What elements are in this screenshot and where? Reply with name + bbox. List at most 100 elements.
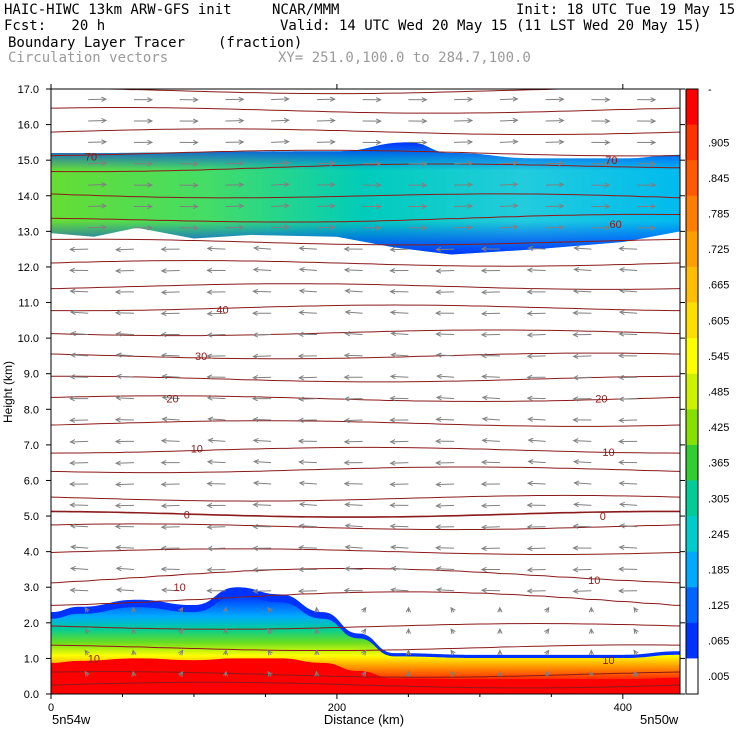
vector-head xyxy=(435,416,442,423)
vector-arrow xyxy=(88,96,108,102)
vector-head xyxy=(618,331,625,337)
vector-head xyxy=(650,182,657,188)
vector-arrow xyxy=(389,288,409,295)
vector-head xyxy=(101,139,108,145)
vector-arrow xyxy=(572,588,592,594)
vector-arrow xyxy=(271,181,290,188)
vector-shaft xyxy=(345,546,363,549)
vector-shaft xyxy=(116,397,134,400)
vector-arrow xyxy=(480,289,500,295)
vector-arrow xyxy=(389,460,409,466)
vector-arrow xyxy=(297,375,317,381)
vector-arrow xyxy=(408,97,428,103)
vector-head xyxy=(343,439,350,445)
vector-head xyxy=(114,523,121,530)
vector-head xyxy=(480,332,487,338)
vector-head xyxy=(390,352,397,358)
vector-arrow xyxy=(69,288,89,294)
vector-arrow xyxy=(637,161,657,167)
vector-shaft xyxy=(271,98,289,101)
vector-arrow xyxy=(435,524,455,530)
vector-arrow xyxy=(572,545,592,551)
vector-arrow xyxy=(206,502,226,509)
vector-shaft xyxy=(390,525,409,528)
vector-arrow xyxy=(161,395,180,401)
vector-head xyxy=(329,203,336,209)
vector-head xyxy=(314,670,320,677)
vector-head xyxy=(633,670,639,677)
vector-shaft xyxy=(391,332,409,336)
vector-shaft xyxy=(116,354,134,357)
vector-arrow xyxy=(389,439,409,445)
vector-arrow xyxy=(88,203,108,209)
vector-head xyxy=(619,288,626,294)
vector-head xyxy=(497,627,503,634)
vector-arrow xyxy=(435,481,455,488)
vector-arrow xyxy=(619,288,638,294)
contour-label: 10 xyxy=(588,575,600,587)
contour-label: 20 xyxy=(595,394,607,406)
vector-shaft xyxy=(299,525,317,528)
vector-head xyxy=(435,352,442,358)
vector-arrow xyxy=(343,267,363,273)
vector-head xyxy=(267,670,273,677)
vector-head xyxy=(69,374,76,380)
vector-arrow xyxy=(480,246,500,252)
vector-arrow xyxy=(133,118,154,124)
vector-head xyxy=(389,439,396,445)
vector-shaft xyxy=(316,162,335,165)
vector-arrow xyxy=(344,544,363,550)
vector-arrow xyxy=(206,481,226,487)
vector-shaft xyxy=(88,205,106,207)
vector-head xyxy=(160,566,167,572)
vector-head xyxy=(114,503,121,509)
colorbar-tick-label: .005 xyxy=(708,671,729,683)
vector-arrow xyxy=(544,628,550,635)
vector-head xyxy=(314,649,320,656)
vector-head xyxy=(480,289,487,295)
vector-shaft xyxy=(254,247,272,250)
vector-arrow xyxy=(160,310,180,317)
vector-arrow xyxy=(526,374,546,380)
vector-head xyxy=(252,545,258,551)
vector-arrow xyxy=(133,182,154,188)
vector-head xyxy=(390,544,397,550)
vector-shaft xyxy=(390,440,409,443)
vector-head xyxy=(115,352,122,358)
vector-shaft xyxy=(345,333,363,336)
vector-arrow xyxy=(160,503,180,509)
vector-shaft xyxy=(390,248,409,251)
vector-arrow xyxy=(252,353,272,360)
vector-arrow xyxy=(389,246,409,253)
vector-arrow xyxy=(450,670,456,677)
vector-head xyxy=(344,544,351,550)
vector-shaft xyxy=(573,440,592,442)
y-tick-label: 11.0 xyxy=(18,298,39,310)
vector-head xyxy=(297,353,304,359)
vector-head xyxy=(344,309,351,315)
vector-head xyxy=(206,395,213,401)
vector-arrow xyxy=(297,438,317,444)
circulation-vectors xyxy=(69,96,657,677)
vector-shaft xyxy=(528,247,546,250)
vector-shaft xyxy=(482,375,500,378)
vector-head xyxy=(283,160,290,166)
vector-head xyxy=(618,544,625,551)
vector-arrow xyxy=(499,96,519,102)
y-tick-label: 16.0 xyxy=(18,120,39,132)
vector-arrow xyxy=(115,587,134,593)
vector-head xyxy=(467,224,474,231)
vector-arrow xyxy=(454,139,474,145)
vector-arrow xyxy=(618,417,638,424)
vector-arrow xyxy=(435,566,455,572)
colorbar-tick-label: .125 xyxy=(708,600,729,612)
vector-head xyxy=(206,332,213,338)
vector-arrow xyxy=(252,374,272,381)
vector-head xyxy=(435,460,441,466)
vector-head xyxy=(558,96,565,102)
vector-head xyxy=(298,309,305,316)
vector-arrow xyxy=(480,587,500,594)
vector-head xyxy=(650,161,657,167)
vector-arrow xyxy=(526,353,546,359)
vector-head xyxy=(69,439,76,445)
